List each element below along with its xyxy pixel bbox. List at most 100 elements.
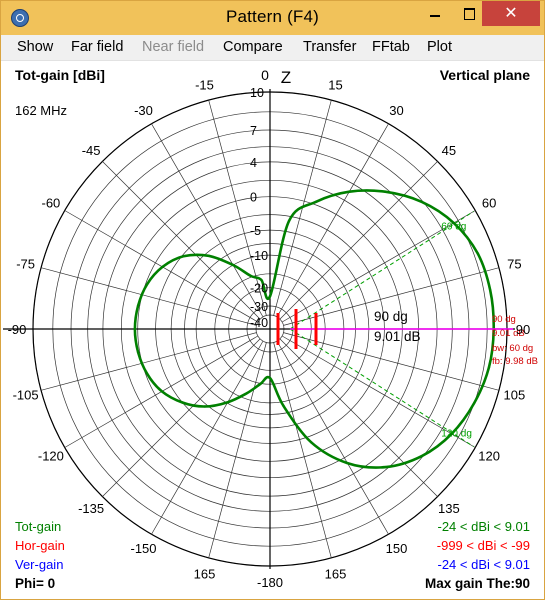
grid-spoke [102,161,261,320]
grid-spoke [208,99,267,316]
menu-bar: Show Far field Near field Compare Transf… [1,35,544,61]
pattern-marks: 60 dg 120 dg 90 dg 9.01 dB 90 dg 9.01 dB bw: 6… [133,189,538,469]
tot-gain-point [231,263,235,267]
radial-label: -40 [250,316,268,330]
tot-gain-point [226,401,229,404]
tot-gain-point [268,376,272,380]
angle-label: -105 [13,388,39,403]
legend-hor-gain-name: Hor-gain [15,538,65,553]
side-note: 9.01 dB [492,328,525,339]
tot-gain-point [181,401,184,404]
angle-label: -30 [134,103,153,118]
angle-label: -135 [78,501,104,516]
tot-gain-point [249,274,252,278]
tot-gain-point [489,289,492,292]
tot-gain-point [207,254,210,257]
tot-gain-point [476,252,479,255]
angle-label: 30 [389,103,403,118]
beamwidth-label: 120 dg [441,429,472,440]
radial-label: 0 [250,191,257,205]
grid-spoke [151,123,264,318]
angle-label: -90 [8,322,27,337]
window-title: Pattern (F4) [225,7,320,26]
app-icon[interactable] [11,9,29,27]
tot-gain-point [420,455,423,458]
tot-gain-point [203,405,207,408]
grid-spoke [276,123,389,318]
minimize-icon [430,15,440,18]
tot-gain-point [287,219,291,222]
tot-gain-point [452,221,455,225]
menu-far-field[interactable]: Far field [71,39,124,55]
z-axis-label: Z [281,68,291,87]
tot-gain-point [384,190,387,193]
grid-spoke [279,338,438,497]
grid-spoke [208,342,267,559]
minimize-button[interactable] [417,1,453,26]
angle-label: 45 [442,143,456,158]
tot-gain-point [315,200,318,203]
angle-label: 60 [482,196,496,211]
grid-spoke [102,338,261,497]
grid-spoke [283,332,500,391]
angle-label: 15 [328,78,342,93]
menu-show[interactable]: Show [17,39,54,55]
max-gain-label: Max gain The:90 [424,576,530,591]
radial-label: -10 [250,249,268,263]
maximize-button[interactable] [451,1,487,26]
legend-tot-gain-range: -24 < dBi < 9.01 [437,519,530,534]
max-gain-angle: 90 dg [374,309,408,324]
side-note: bw: 60 dg [492,343,533,354]
grid-spoke [151,340,264,535]
tot-gain-point [182,255,185,258]
grid-spoke [281,335,476,448]
angle-label: 90 [516,322,530,337]
tot-gain-point [310,441,313,444]
tot-gain-point [420,200,423,203]
radial-label: -30 [250,300,268,314]
gain-type-label: Tot-gain [dBi] [15,67,105,83]
tot-gain-point [384,465,387,469]
tot-gain-point [136,351,140,354]
menu-transfer[interactable]: Transfer [303,39,357,55]
radial-label: 4 [250,156,257,170]
legend-hor-gain-range: -999 < dBi < -99 [436,538,530,553]
grid-spoke [276,340,389,535]
frequency-label: 162 MHz [15,103,68,118]
maximize-icon [463,8,475,21]
legend-ver-gain-name: Ver-gain [15,557,64,572]
tot-gain-point [145,372,149,375]
legend-tot-gain-name: Tot-gain [15,519,62,534]
tot-gain-point [161,265,164,269]
tot-gain-point [260,278,263,282]
beamwidth-line [289,211,474,330]
phi-label: Phi= 0 [15,576,56,591]
menu-plot[interactable]: Plot [427,39,452,55]
tot-gain-point [346,461,349,465]
menu-fftab[interactable]: FFtab [372,39,410,55]
angle-label: -150 [130,541,156,556]
radial-label: 7 [250,124,257,138]
title-bar[interactable]: Pattern (F4) ✕ [1,1,544,35]
plane-label: Vertical plane [439,67,530,83]
grid-spoke [40,332,257,391]
polar-chart: 60 dg 120 dg 90 dg 9.01 dB 90 dg 9.01 dB bw: 6… [3,67,538,590]
tot-gain-point [472,402,476,405]
angle-label: 150 [386,541,408,556]
grid-spoke [283,267,500,326]
tot-gain-point [282,404,285,408]
menu-compare[interactable]: Compare [223,39,283,55]
close-icon: ✕ [504,5,518,22]
angle-label: 120 [478,449,500,464]
grid-spoke [281,210,476,323]
radial-label: -5 [250,224,261,238]
close-button[interactable]: ✕ [482,1,540,26]
polar-grid [3,89,515,569]
tot-gain-point [487,366,491,369]
angle-label: 165 [325,566,347,581]
tot-gain-point [259,382,262,386]
tot-gain-point [145,283,149,286]
tot-gain-point [136,304,140,307]
angle-label: 165 [194,566,216,581]
